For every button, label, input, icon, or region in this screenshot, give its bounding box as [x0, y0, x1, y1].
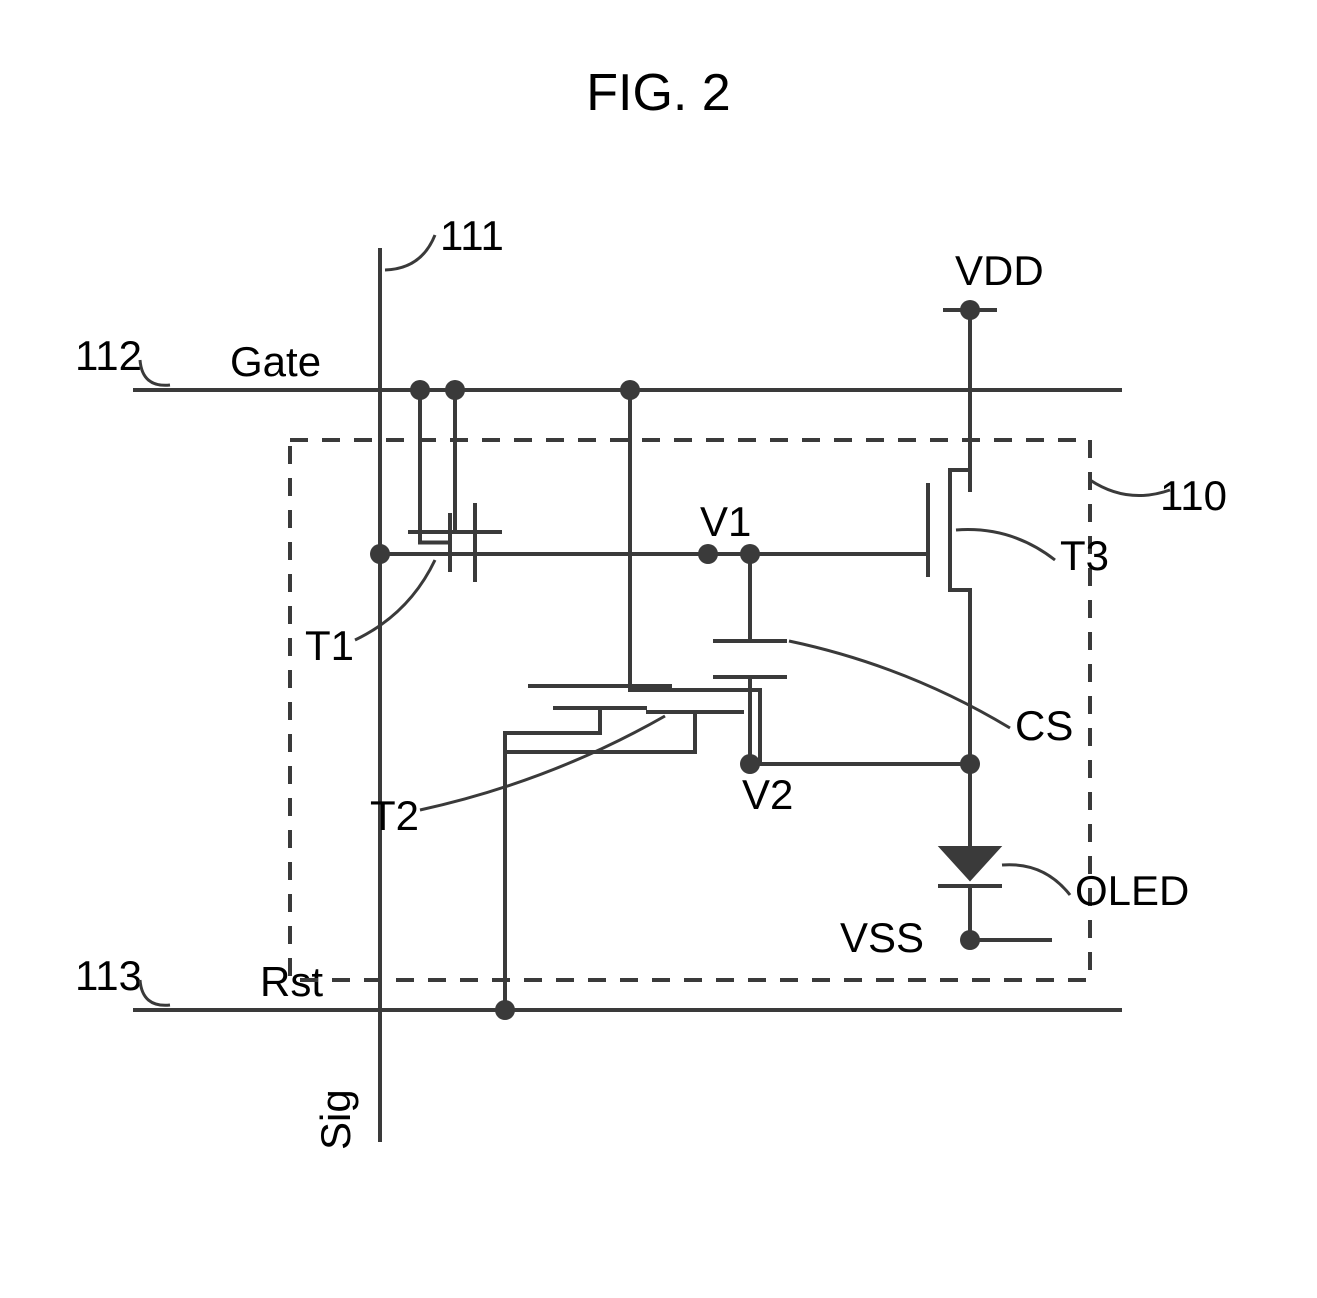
sig-label: Sig: [312, 1089, 359, 1150]
t1-label: T1: [305, 622, 354, 669]
ref-112: 112: [75, 332, 142, 379]
v1-label: V1: [700, 498, 751, 545]
cs-label: CS: [1015, 702, 1073, 749]
ref-113: 113: [75, 952, 142, 999]
circuit-diagram: FIG. 2GateRstSig111112113110VDDV1V2VSST1…: [0, 0, 1317, 1298]
oled-symbol: [940, 847, 1000, 880]
v2-label: V2: [742, 771, 793, 818]
vss-label: VSS: [840, 914, 924, 961]
ref-110: 110: [1160, 472, 1227, 519]
vdd-label: VDD: [955, 247, 1044, 294]
t2-label: T2: [370, 792, 419, 839]
gate-label: Gate: [230, 338, 321, 385]
figure-title: FIG. 2: [586, 64, 730, 122]
t3-label: T3: [1060, 532, 1109, 579]
oled-label: OLED: [1075, 867, 1189, 914]
ref-111: 111: [440, 212, 504, 259]
